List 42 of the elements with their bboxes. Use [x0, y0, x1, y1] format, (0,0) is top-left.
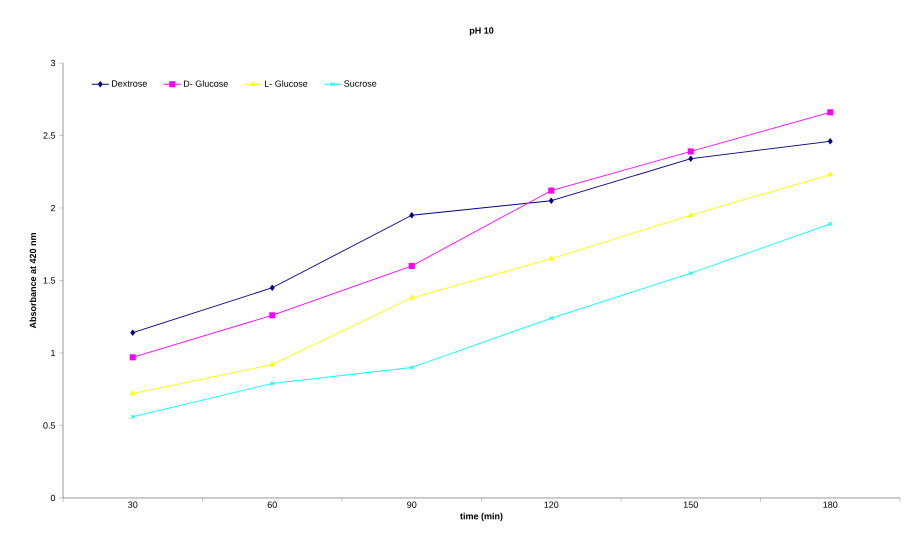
- x-tick-label: 90: [407, 502, 416, 508]
- point: [548, 316, 554, 320]
- point: [828, 138, 833, 144]
- y-tick-label: 3: [50, 60, 56, 66]
- point: [409, 294, 414, 300]
- point: [130, 330, 136, 336]
- point: [130, 390, 136, 396]
- x-axis-title: time (min): [460, 512, 503, 522]
- y-tick-label: 1: [51, 350, 56, 356]
- y-tick-label: 0: [50, 494, 56, 502]
- legend-label: Sucrose: [344, 80, 376, 87]
- point: [688, 148, 694, 154]
- point: [688, 270, 694, 276]
- y-tick-label: 2.5: [43, 132, 56, 139]
- point: [408, 262, 415, 270]
- point: [409, 365, 414, 370]
- point: [409, 212, 414, 218]
- y-tick-label: 0.5: [43, 422, 56, 429]
- y-tick-label: 2: [50, 204, 56, 212]
- point: [548, 198, 554, 204]
- point: [548, 188, 554, 194]
- point: [827, 109, 834, 116]
- point: [688, 156, 694, 162]
- y-tick-label: 1.5: [44, 277, 56, 284]
- point: [269, 312, 276, 318]
- point: [548, 256, 554, 260]
- point: [270, 362, 275, 366]
- point: [270, 381, 275, 386]
- legend-label: L- Glucose: [264, 80, 308, 87]
- legend-label: D- Glucose: [184, 80, 228, 87]
- x-tick-label: 60: [268, 502, 277, 508]
- y-axis-title: Absorbance at 420 nm: [29, 233, 36, 328]
- legend-label: Dextrose: [112, 80, 147, 87]
- point: [828, 172, 833, 176]
- x-tick-label: 150: [684, 502, 698, 508]
- x-tick-label: 120: [544, 502, 558, 508]
- point: [688, 212, 694, 217]
- chart-title: pH 10: [470, 27, 494, 36]
- point: [270, 284, 275, 291]
- point: [130, 354, 136, 360]
- x-tick-label: 180: [823, 502, 838, 508]
- x-tick-label: 30: [128, 502, 138, 508]
